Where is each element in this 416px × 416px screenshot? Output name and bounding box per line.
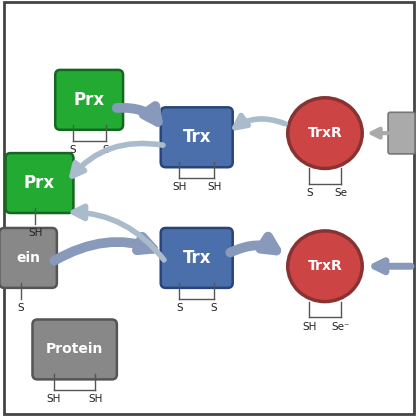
Text: S: S bbox=[211, 303, 218, 313]
Text: SH: SH bbox=[47, 394, 61, 404]
Text: S: S bbox=[176, 303, 183, 313]
FancyBboxPatch shape bbox=[0, 228, 57, 288]
Text: Protein: Protein bbox=[46, 342, 103, 357]
Text: Se: Se bbox=[334, 188, 347, 198]
Text: TrxR: TrxR bbox=[307, 259, 342, 273]
Text: TrxR: TrxR bbox=[307, 126, 342, 140]
Text: S: S bbox=[17, 303, 24, 313]
Text: Prx: Prx bbox=[24, 174, 55, 192]
Text: S: S bbox=[306, 188, 312, 198]
Text: Prx: Prx bbox=[74, 91, 105, 109]
Ellipse shape bbox=[288, 98, 362, 168]
FancyBboxPatch shape bbox=[161, 107, 233, 167]
Text: Se⁻: Se⁻ bbox=[332, 322, 350, 332]
FancyBboxPatch shape bbox=[4, 2, 414, 414]
FancyBboxPatch shape bbox=[388, 112, 415, 154]
Text: Trx: Trx bbox=[183, 128, 211, 146]
Text: Trx: Trx bbox=[183, 249, 211, 267]
FancyBboxPatch shape bbox=[5, 153, 73, 213]
Text: ein: ein bbox=[16, 251, 40, 265]
FancyBboxPatch shape bbox=[32, 319, 117, 379]
FancyBboxPatch shape bbox=[55, 70, 123, 130]
FancyBboxPatch shape bbox=[161, 228, 233, 288]
Text: S: S bbox=[69, 145, 76, 155]
Text: SH: SH bbox=[28, 228, 42, 238]
Text: S: S bbox=[102, 145, 109, 155]
Ellipse shape bbox=[288, 231, 362, 302]
Text: SH: SH bbox=[88, 394, 102, 404]
Text: SH: SH bbox=[302, 322, 317, 332]
Text: SH: SH bbox=[207, 182, 221, 192]
Text: SH: SH bbox=[172, 182, 186, 192]
